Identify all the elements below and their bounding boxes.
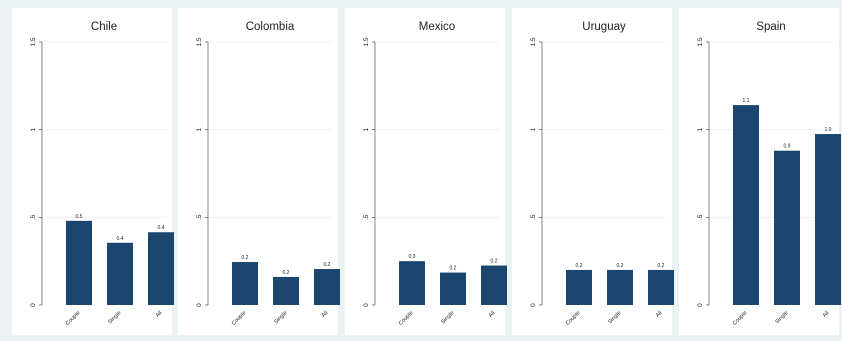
y-tick-label: 0 [196,303,203,307]
data-label: 0.2 [283,270,290,276]
category-label: All [321,310,330,319]
bar-single [607,269,633,305]
data-label: 1.1 [743,98,750,104]
y-tick-label: 1.5 [30,37,37,46]
bar-single [440,272,466,305]
y-tick-label: 1 [196,127,203,131]
y-tick-label: 1.5 [196,37,203,46]
data-label: 0.2 [658,263,665,269]
y-tick-label: .5 [363,214,370,220]
bar-couple [399,261,425,305]
bar-single [107,242,133,305]
data-label: 0.2 [576,263,583,269]
y-tick-label: 1.5 [697,37,704,46]
y-tick-label: 1.5 [530,37,537,46]
bar-single [273,276,299,305]
data-label: 1.0 [825,127,832,133]
y-tick-label: .5 [530,214,537,220]
data-label: 0.4 [117,236,124,242]
data-label: 0.9 [784,144,791,150]
y-tick-label: .5 [697,214,704,220]
y-tick-label: 1 [363,127,370,131]
bar-couple [733,105,759,306]
data-label: 0.3 [409,254,416,260]
y-tick-label: .5 [30,214,37,220]
category-label: All [155,310,164,319]
data-label: 0.2 [242,255,249,261]
panel-title: Chile [91,21,117,33]
bar-single [774,150,800,305]
bar-couple [66,220,92,305]
data-label: 0.2 [491,259,498,265]
data-label: 0.2 [324,262,331,268]
category-label: All [655,310,664,319]
panel-title: Spain [756,21,785,33]
category-label: All [488,310,497,319]
y-tick-label: 0 [530,303,537,307]
y-tick-label: 1 [697,127,704,131]
bar-all [481,265,507,305]
data-label: 0.2 [617,263,624,269]
bar-all [648,269,674,305]
data-label: 0.5 [76,214,83,220]
panel-title: Uruguay [582,21,626,33]
y-tick-label: .5 [196,214,203,220]
data-label: 0.2 [450,266,457,272]
panel-title: Colombia [246,21,295,33]
y-tick-label: 1.5 [363,37,370,46]
y-tick-label: 1 [30,127,37,131]
data-label: 0.4 [158,225,165,231]
bar-couple [566,269,592,305]
y-tick-label: 0 [30,303,37,307]
bar-couple [232,262,258,305]
category-label: All [822,310,831,319]
y-tick-label: 0 [363,303,370,307]
y-tick-label: 0 [697,303,704,307]
bar-all [314,269,340,305]
bar-all [815,134,841,305]
bar-all [148,232,174,305]
panel-title: Mexico [419,21,455,33]
y-tick-label: 1 [530,127,537,131]
